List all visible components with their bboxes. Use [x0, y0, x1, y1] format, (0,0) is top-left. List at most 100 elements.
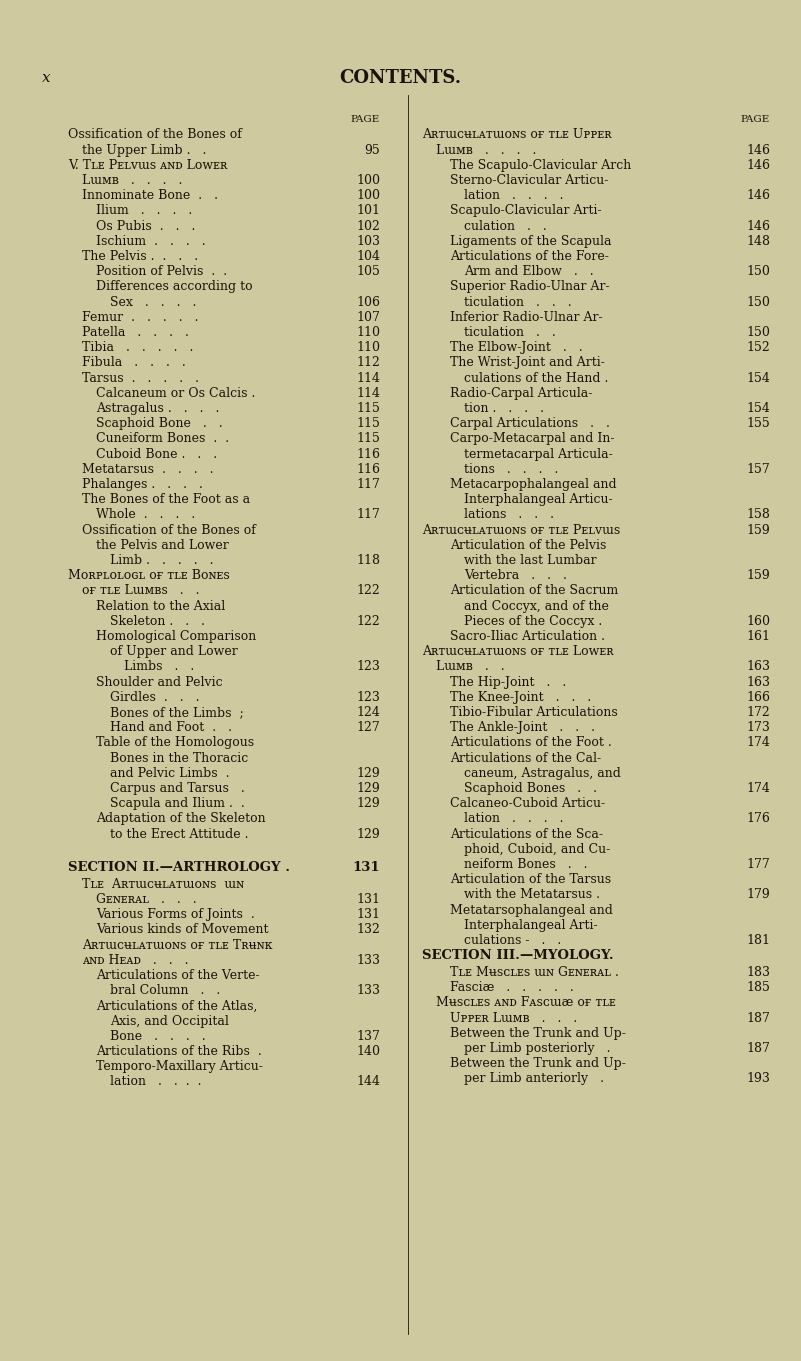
Text: 116: 116 — [356, 463, 380, 476]
Text: Tibio-Fibular Articulations: Tibio-Fibular Articulations — [450, 706, 622, 719]
Text: PAGE: PAGE — [351, 116, 380, 124]
Text: 131: 131 — [356, 908, 380, 921]
Text: Gᴇɴᴇʀᴀʟ   .   .   .: Gᴇɴᴇʀᴀʟ . . . — [96, 893, 200, 906]
Text: 187: 187 — [746, 1011, 770, 1025]
Text: 163: 163 — [746, 660, 770, 674]
Text: 163: 163 — [746, 675, 770, 689]
Text: Fasciæ   .   .   .   .   .: Fasciæ . . . . . — [450, 981, 578, 994]
Text: Arm and Elbow   .   .: Arm and Elbow . . — [464, 265, 598, 278]
Text: 117: 117 — [356, 509, 380, 521]
Text: to the Erect Attitude .: to the Erect Attitude . — [110, 827, 252, 841]
Text: Lɯᴍʙ   .   .: Lɯᴍʙ . . — [436, 660, 509, 674]
Text: lation   .   .   .   .: lation . . . . — [464, 813, 567, 826]
Text: culation   .   .: culation . . — [464, 219, 551, 233]
Text: lation   .   .  .  .: lation . . . . — [110, 1075, 206, 1089]
Text: 114: 114 — [356, 387, 380, 400]
Text: 110: 110 — [356, 342, 380, 354]
Text: x: x — [42, 71, 50, 84]
Text: Astragalus .   .   .   .: Astragalus . . . . — [96, 401, 223, 415]
Text: Articulations of the Fore-: Articulations of the Fore- — [450, 250, 609, 263]
Text: 161: 161 — [746, 630, 770, 642]
Text: 183: 183 — [746, 966, 770, 979]
Text: Ischium  .   .   .   .: Ischium . . . . — [96, 235, 210, 248]
Text: 150: 150 — [746, 265, 770, 278]
Text: Homological Comparison: Homological Comparison — [96, 630, 256, 642]
Text: Aʀᴛɯᴄʉʟᴀᴛɯᴏɴs ᴏғ ᴛʟᴇ Uᴘᴘᴇʀ: Aʀᴛɯᴄʉʟᴀᴛɯᴏɴs ᴏғ ᴛʟᴇ Uᴘᴘᴇʀ — [422, 128, 612, 142]
Text: culations of the Hand .: culations of the Hand . — [464, 372, 613, 385]
Text: Bone   .   .   .   .: Bone . . . . — [110, 1030, 210, 1043]
Text: Articulations of the Cal-: Articulations of the Cal- — [450, 751, 601, 765]
Text: 152: 152 — [747, 342, 770, 354]
Text: The Elbow-Joint   .   .: The Elbow-Joint . . — [450, 342, 586, 354]
Text: Sex   .   .   .   .: Sex . . . . — [110, 295, 200, 309]
Text: Calcaneum or Os Calcis .: Calcaneum or Os Calcis . — [96, 387, 260, 400]
Text: Hand and Foot  .   .: Hand and Foot . . — [110, 721, 236, 735]
Text: 104: 104 — [356, 250, 380, 263]
Text: 115: 115 — [356, 401, 380, 415]
Text: 133: 133 — [356, 984, 380, 998]
Text: Articulations of the Sca-: Articulations of the Sca- — [450, 827, 603, 841]
Text: 114: 114 — [356, 372, 380, 385]
Text: 101: 101 — [356, 204, 380, 218]
Text: 155: 155 — [747, 418, 770, 430]
Text: the Pelvis and Lower: the Pelvis and Lower — [96, 539, 229, 551]
Text: 129: 129 — [356, 783, 380, 795]
Text: Skeleton .   .   .: Skeleton . . . — [110, 615, 209, 627]
Text: Carpo-Metacarpal and In-: Carpo-Metacarpal and In- — [450, 433, 614, 445]
Text: Temporo-Maxillary Articu-: Temporo-Maxillary Articu- — [96, 1060, 263, 1074]
Text: 185: 185 — [746, 981, 770, 994]
Text: Calcaneo-Cuboid Articu-: Calcaneo-Cuboid Articu- — [450, 798, 605, 810]
Text: SECTION III.—MYOLOGY.: SECTION III.—MYOLOGY. — [422, 949, 614, 962]
Text: 148: 148 — [746, 235, 770, 248]
Text: 100: 100 — [356, 174, 380, 186]
Text: Articulation of the Sacrum: Articulation of the Sacrum — [450, 584, 618, 597]
Text: Girdles  .   .   .: Girdles . . . — [110, 691, 203, 704]
Text: 144: 144 — [356, 1075, 380, 1089]
Text: Fibula   .   .   .   .: Fibula . . . . — [82, 357, 190, 369]
Text: and Coccyx, and of the: and Coccyx, and of the — [464, 600, 609, 612]
Text: 193: 193 — [746, 1072, 770, 1085]
Text: 103: 103 — [356, 235, 380, 248]
Text: Carpal Articulations   .   .: Carpal Articulations . . — [450, 418, 614, 430]
Text: Articulation of the Pelvis: Articulation of the Pelvis — [450, 539, 606, 551]
Text: the Upper Limb .   .: the Upper Limb . . — [82, 144, 219, 157]
Text: 159: 159 — [747, 524, 770, 536]
Text: Interphalangeal Articu-: Interphalangeal Articu- — [464, 493, 613, 506]
Text: 154: 154 — [746, 372, 770, 385]
Text: Whole  .   .   .   .: Whole . . . . — [96, 509, 199, 521]
Text: Cuneiform Bones  .  .: Cuneiform Bones . . — [96, 433, 233, 445]
Text: Tarsus  .   .   .   .   .: Tarsus . . . . . — [82, 372, 203, 385]
Text: 160: 160 — [746, 615, 770, 627]
Text: 176: 176 — [746, 813, 770, 826]
Text: Carpus and Tarsus   .: Carpus and Tarsus . — [110, 783, 249, 795]
Text: culations -   .   .: culations - . . — [464, 934, 566, 947]
Text: Femur  .   .   .   .   .: Femur . . . . . — [82, 310, 203, 324]
Text: 179: 179 — [747, 889, 770, 901]
Text: CONTENTS.: CONTENTS. — [339, 68, 461, 87]
Text: Limbs   .   .: Limbs . . — [124, 660, 199, 674]
Text: 115: 115 — [356, 433, 380, 445]
Text: Ilium   .   .   .   .: Ilium . . . . — [96, 204, 196, 218]
Text: The Bones of the Foot as a: The Bones of the Foot as a — [82, 493, 250, 506]
Text: Bones in the Thoracic: Bones in the Thoracic — [110, 751, 248, 765]
Text: Differences according to: Differences according to — [96, 280, 252, 294]
Text: 158: 158 — [746, 509, 770, 521]
Text: Articulations of the Verte-: Articulations of the Verte- — [96, 969, 260, 983]
Text: Position of Pelvis  .  .: Position of Pelvis . . — [96, 265, 231, 278]
Text: Pieces of the Coccyx .: Pieces of the Coccyx . — [464, 615, 606, 627]
Text: 127: 127 — [356, 721, 380, 735]
Text: 159: 159 — [747, 569, 770, 583]
Text: 140: 140 — [356, 1045, 380, 1057]
Text: Ossification of the Bones of: Ossification of the Bones of — [82, 524, 256, 536]
Text: per Limb posteriorly   .: per Limb posteriorly . — [464, 1043, 614, 1055]
Text: Ligaments of the Scapula: Ligaments of the Scapula — [450, 235, 615, 248]
Text: 146: 146 — [746, 159, 770, 171]
Text: Various kinds of Movement: Various kinds of Movement — [96, 923, 272, 936]
Text: phoid, Cuboid, and Cu-: phoid, Cuboid, and Cu- — [464, 842, 610, 856]
Text: 116: 116 — [356, 448, 380, 460]
Text: 173: 173 — [746, 721, 770, 735]
Text: ᴀɴᴅ Hᴇᴀᴅ   .   .   .: ᴀɴᴅ Hᴇᴀᴅ . . . — [82, 954, 192, 966]
Text: 166: 166 — [746, 691, 770, 704]
Text: ticulation   .   .: ticulation . . — [464, 327, 560, 339]
Text: 146: 146 — [746, 144, 770, 157]
